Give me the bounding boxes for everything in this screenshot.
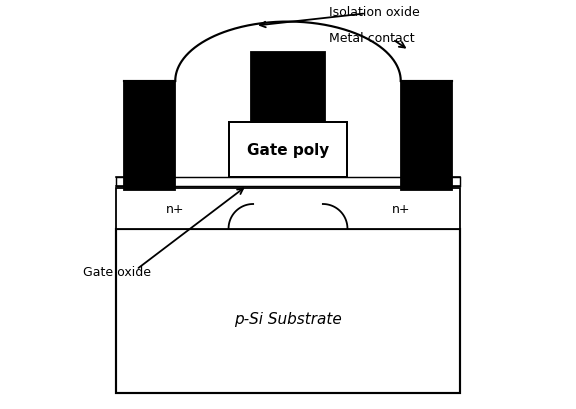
Bar	[251, 53, 325, 123]
Text: Gate oxide: Gate oxide	[83, 265, 151, 279]
Text: Metal contact: Metal contact	[329, 32, 415, 45]
Text: n+: n+	[392, 202, 410, 215]
Bar	[116, 229, 460, 393]
Bar	[116, 178, 460, 186]
Text: p-Si Substrate: p-Si Substrate	[234, 312, 342, 326]
Bar	[124, 82, 175, 190]
Bar	[229, 123, 347, 178]
Text: Gate poly: Gate poly	[247, 143, 329, 158]
Text: n+: n+	[166, 202, 184, 215]
Bar	[116, 188, 460, 229]
Text: Isolation oxide: Isolation oxide	[329, 6, 420, 19]
Bar	[401, 82, 452, 190]
